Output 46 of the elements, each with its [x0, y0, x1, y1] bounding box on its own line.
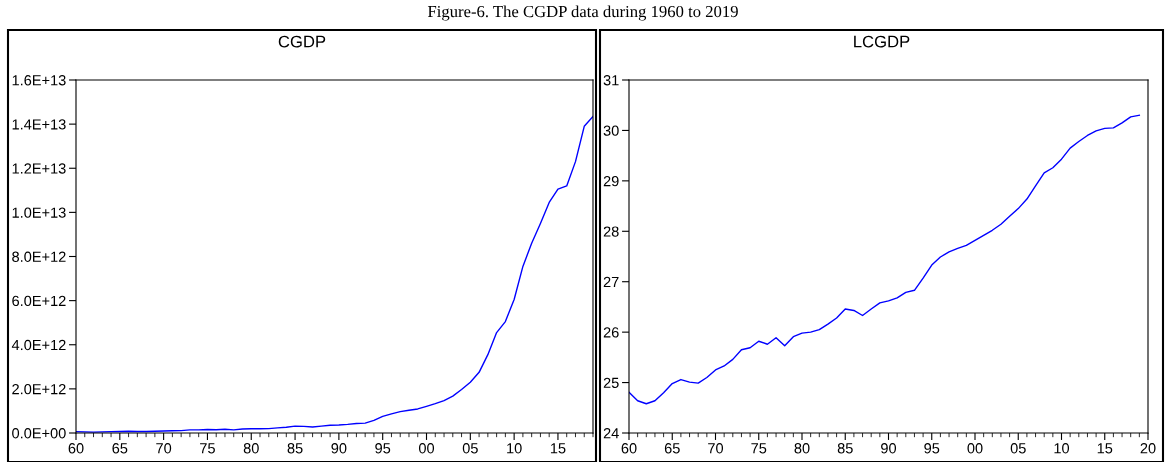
x-tick-label: 20 [1140, 443, 1156, 454]
y-tick-label: 26 [603, 327, 619, 338]
x-tick-label: 85 [837, 443, 853, 454]
x-tick-label: 10 [1054, 443, 1070, 454]
x-tick-label: 75 [200, 443, 215, 454]
x-tick-label: 65 [112, 443, 128, 454]
x-tick-label: 90 [881, 443, 897, 454]
x-tick-label: 15 [550, 443, 566, 454]
y-tick-label: 1.2E+13 [12, 163, 66, 174]
chart-title: CGDP [278, 35, 326, 48]
x-tick-label: 95 [924, 443, 940, 454]
x-tick-label: 90 [331, 443, 347, 454]
chart-title: LCGDP [854, 35, 910, 48]
y-tick-label: 31 [603, 75, 619, 86]
y-tick-label: 29 [603, 175, 619, 187]
line-series [629, 114, 1141, 405]
y-tick-label: 28 [603, 226, 619, 237]
x-tick-label: 70 [156, 443, 172, 454]
x-tick-label: 05 [1010, 443, 1026, 454]
x-tick-label: 10 [507, 443, 522, 454]
y-tick-label: 8.0E+12 [12, 251, 66, 262]
y-tick-label: 1.4E+13 [12, 119, 66, 130]
x-tick-label: 15 [1097, 443, 1113, 454]
x-tick-label: 60 [68, 443, 84, 454]
x-tick-label: 75 [751, 443, 767, 454]
y-tick-label: 2.0E+12 [12, 383, 66, 395]
y-tick-label: 25 [603, 377, 619, 388]
x-tick-label: 80 [794, 443, 810, 454]
text: Figure-6. The CGDP data during 1960 to 2019 [427, 5, 738, 21]
x-tick-label: 60 [621, 443, 637, 454]
y-tick-label: 27 [603, 276, 619, 287]
x-tick-label: 85 [287, 443, 303, 454]
y-tick-label: 1.0E+13 [12, 207, 66, 218]
x-tick-label: 95 [375, 443, 391, 454]
y-tick-label: 6.0E+12 [12, 295, 66, 307]
y-tick-label: 4.0E+12 [11, 339, 66, 351]
x-tick-label: 80 [243, 443, 259, 454]
x-tick-label: 00 [418, 443, 435, 454]
y-tick-label: 0.0E+00 [12, 428, 66, 439]
y-tick-label: 24 [603, 428, 619, 439]
x-tick-label: 00 [967, 443, 983, 454]
y-tick-label: 30 [603, 125, 619, 136]
x-tick-label: 05 [462, 443, 478, 454]
x-tick-label: 70 [708, 443, 724, 454]
x-tick-label: 65 [664, 443, 680, 454]
y-tick-label: 1.6E+13 [12, 75, 66, 86]
